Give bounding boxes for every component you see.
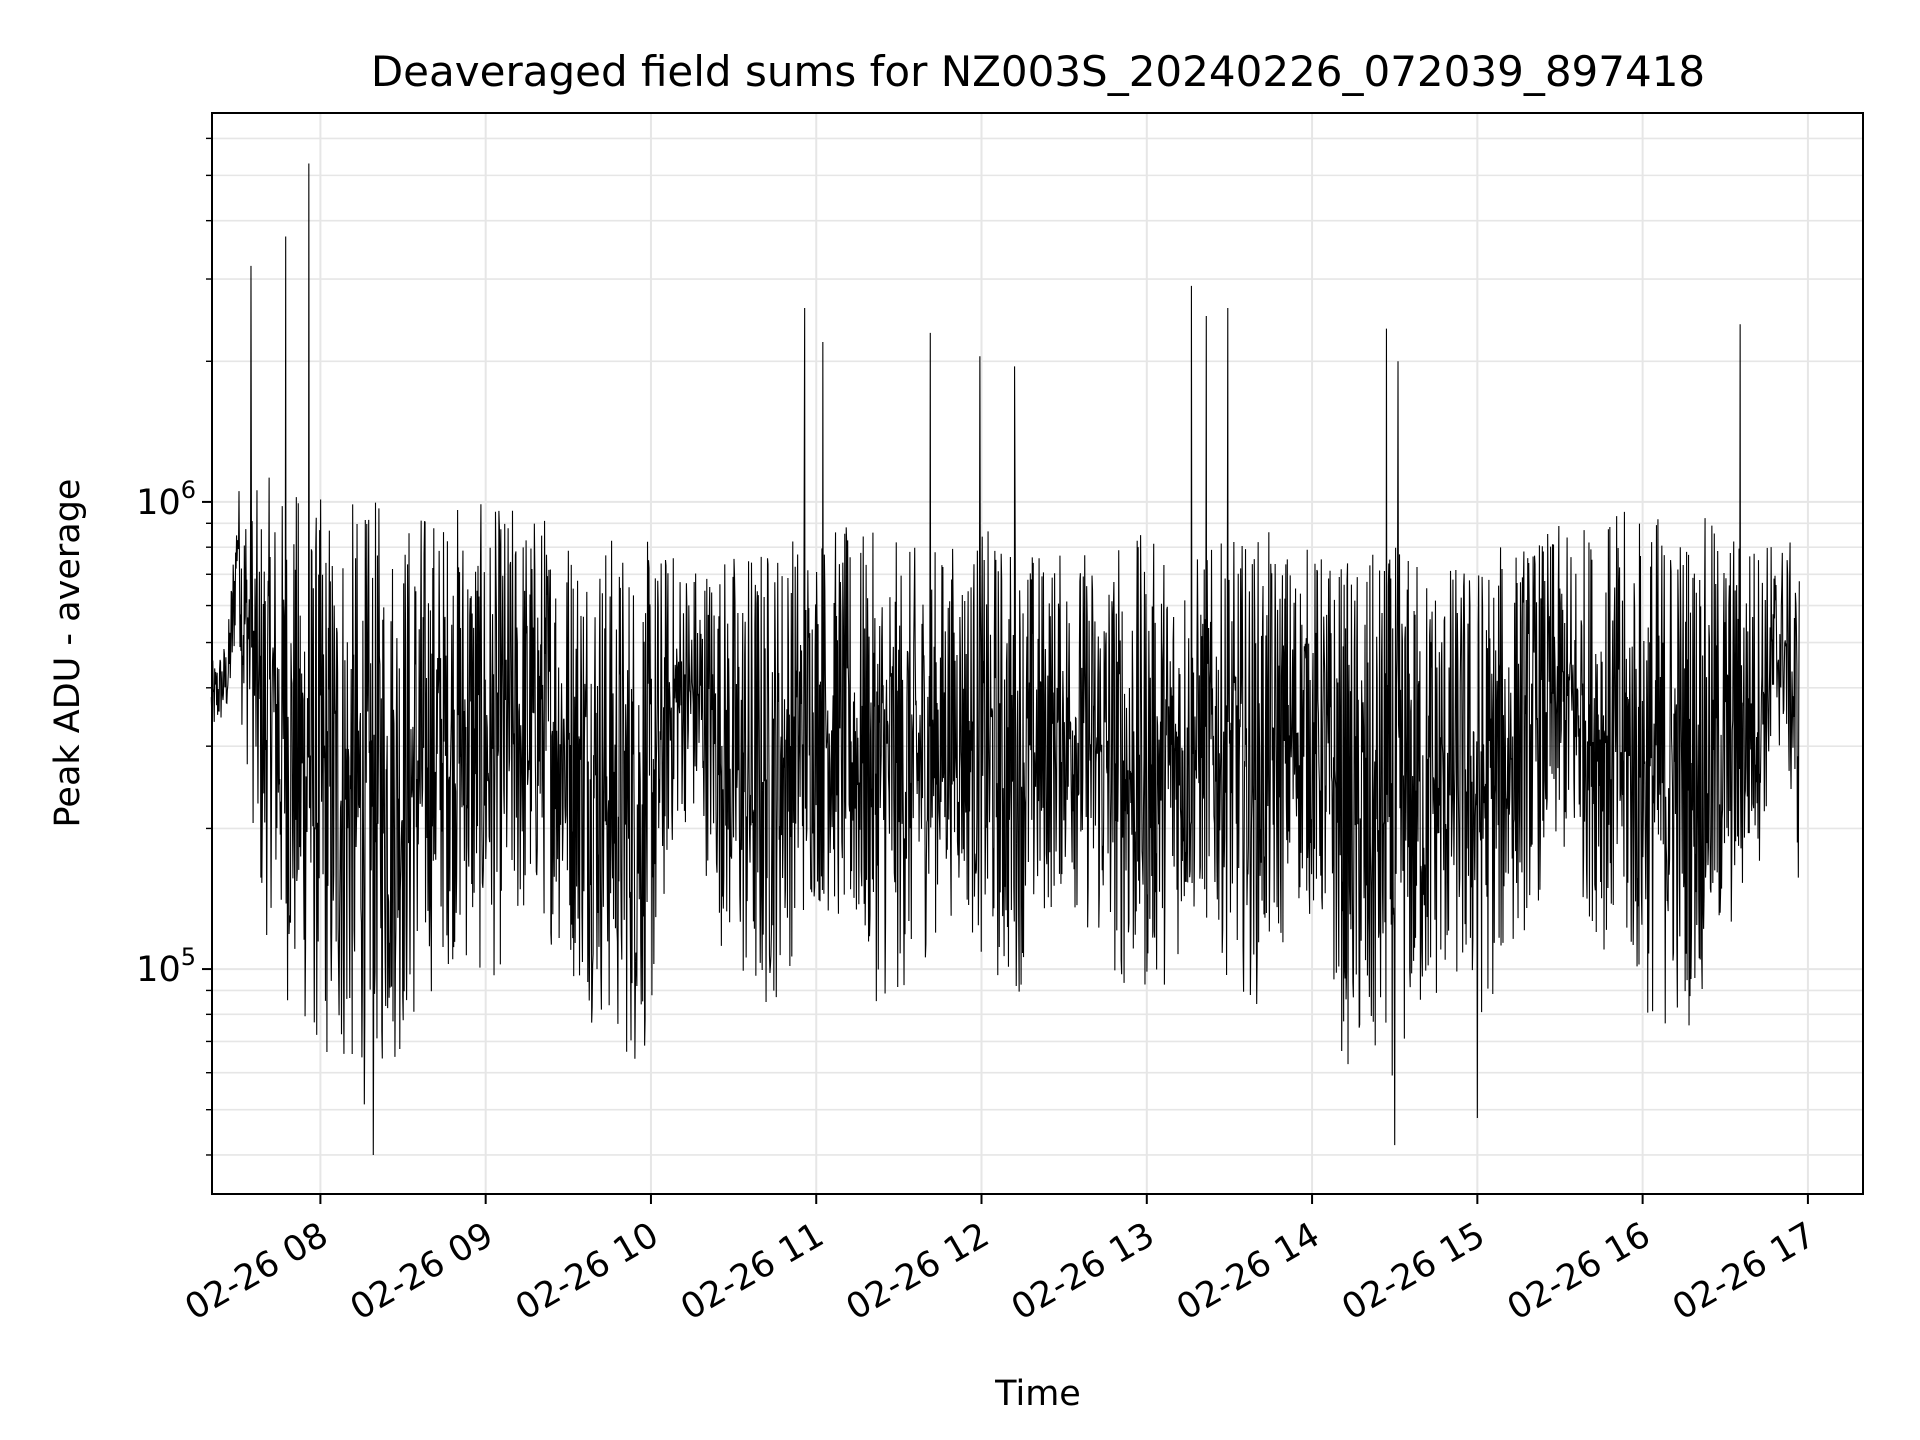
series-line [210, 163, 1800, 1155]
y-tick-exponent: 6 [181, 476, 196, 504]
y-axis-label: Peak ADU - average [48, 479, 88, 828]
y-tick-base: 10 [136, 483, 181, 523]
data-layer [210, 163, 1800, 1155]
plot-frame [211, 112, 1864, 1195]
y-tick-label: 105 [136, 943, 196, 990]
chart-title: Deaveraged field sums for NZ003S_2024022… [371, 47, 1705, 96]
x-axis-label: Time [994, 1374, 1081, 1414]
y-tick-base: 10 [136, 950, 181, 990]
y-tick-label: 106 [136, 476, 196, 523]
y-tick-exponent: 5 [181, 943, 196, 971]
